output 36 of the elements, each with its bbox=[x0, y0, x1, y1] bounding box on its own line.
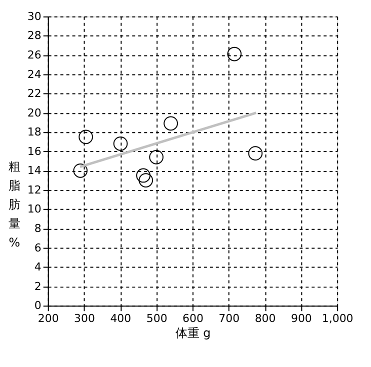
x-tick-label: 200 bbox=[38, 312, 59, 326]
point bbox=[164, 116, 178, 131]
y-tick-label: 6 bbox=[34, 241, 42, 254]
y-tick-label: 4 bbox=[34, 260, 42, 274]
y-axis-title: 粗脂肪量% bbox=[8, 160, 20, 250]
y-tick-label: 16 bbox=[27, 144, 42, 158]
x-tick-label: 500 bbox=[146, 312, 168, 326]
x-tick-label: 700 bbox=[218, 312, 240, 326]
y-tick-label: 28 bbox=[27, 29, 42, 42]
y-tick-label: 12 bbox=[27, 183, 42, 196]
y-tick-label: 18 bbox=[27, 126, 42, 139]
y-tick-label: 24 bbox=[27, 68, 42, 81]
x-tick-label: 1,000 bbox=[322, 312, 354, 326]
point bbox=[149, 150, 164, 164]
point bbox=[113, 136, 128, 151]
x-tick-label: 400 bbox=[110, 312, 132, 326]
y-tick-label: 20 bbox=[27, 106, 42, 120]
x-axis-title: 体重 g bbox=[175, 326, 211, 340]
y-tick-label: 14 bbox=[27, 164, 42, 178]
y-tick-label: 8 bbox=[34, 222, 42, 235]
x-tick-label: 800 bbox=[254, 312, 276, 326]
y-tick-label: 2 bbox=[34, 280, 42, 293]
point bbox=[73, 163, 88, 178]
x-tick-label: 600 bbox=[182, 312, 204, 326]
point bbox=[78, 130, 94, 144]
x-tick-label: 900 bbox=[290, 312, 312, 326]
point bbox=[136, 168, 151, 183]
y-tick-label: 26 bbox=[27, 48, 42, 62]
x-tick-label: 300 bbox=[74, 312, 96, 326]
point bbox=[227, 46, 242, 62]
y-tick-label: 22 bbox=[27, 87, 42, 100]
y-tick-label: 0 bbox=[34, 299, 42, 312]
point bbox=[138, 173, 154, 188]
y-tick-label: 30 bbox=[27, 10, 42, 23]
point bbox=[248, 146, 263, 160]
y-tick-label: 10 bbox=[27, 202, 42, 216]
